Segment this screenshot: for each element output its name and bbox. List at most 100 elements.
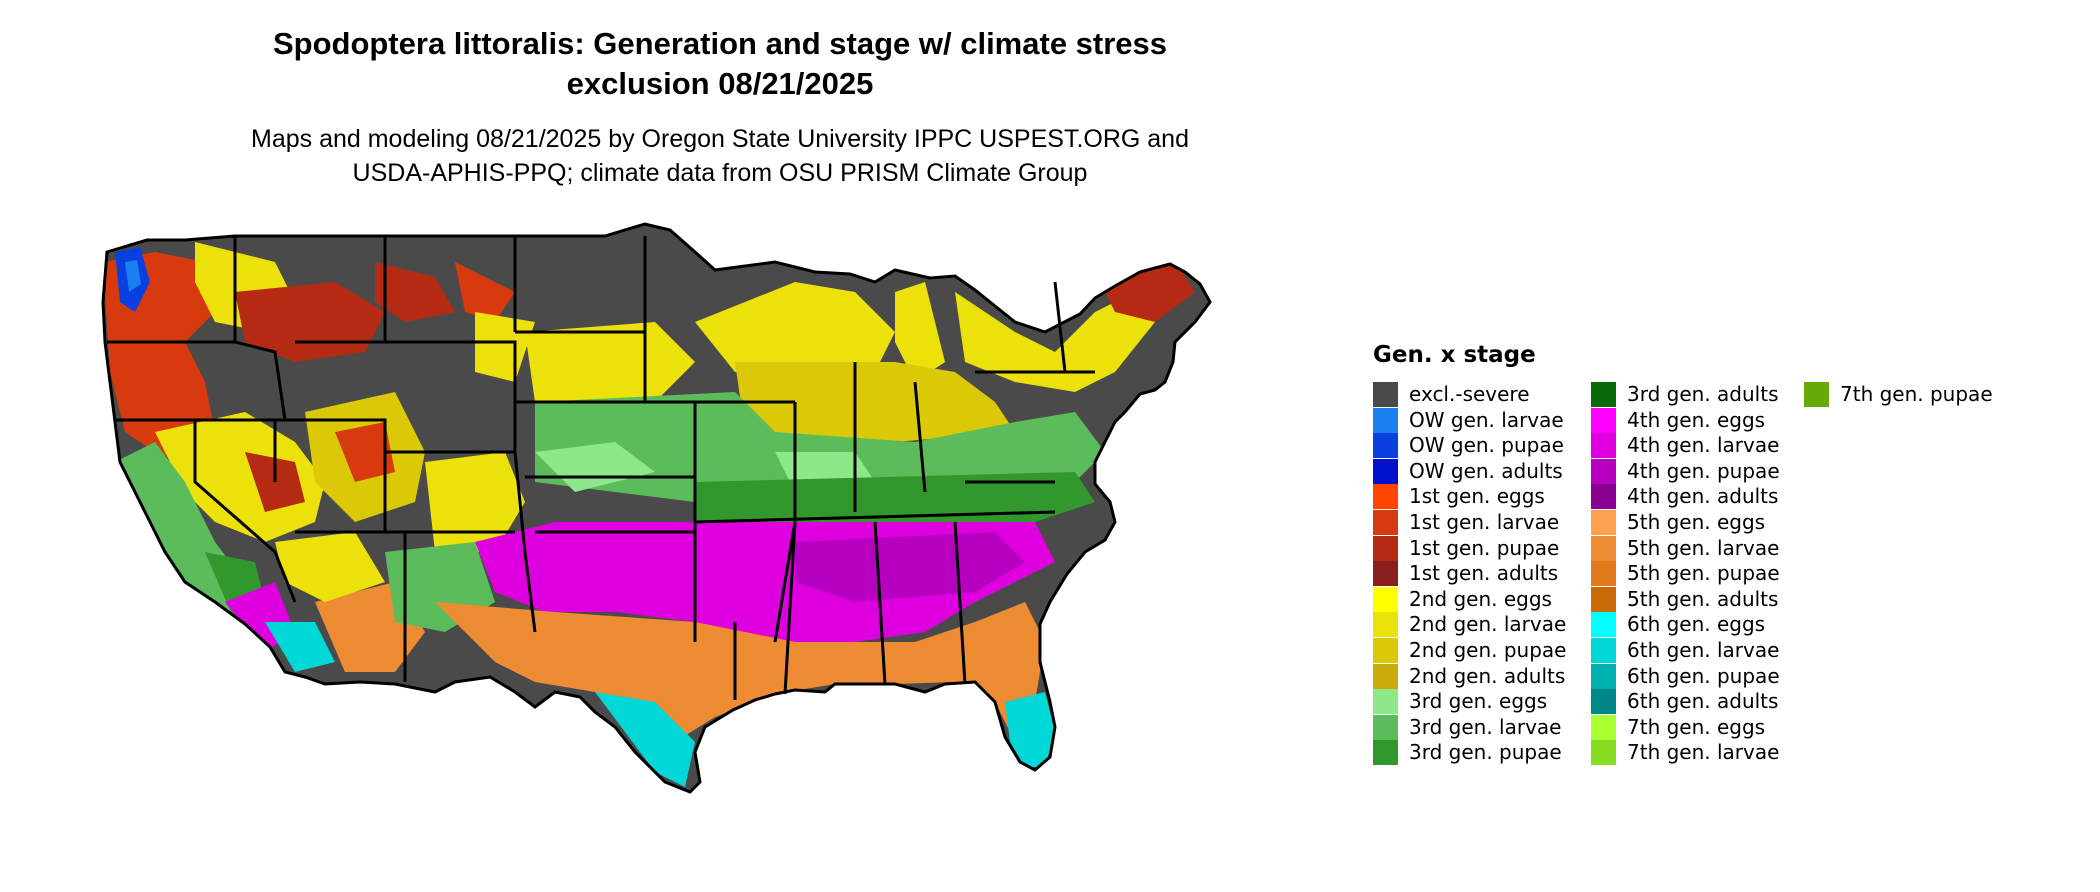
legend-swatch [1373, 638, 1398, 663]
map-subtitle: Maps and modeling 08/21/2025 by Oregon S… [0, 122, 1440, 190]
border-co-nm-tx [513, 451, 537, 633]
legend-label: 5th gen. adults [1627, 586, 1779, 611]
legend-label: 5th gen. eggs [1627, 510, 1766, 534]
legend-swatch [1373, 382, 1398, 407]
state-borders [101, 222, 1212, 794]
legend-swatch [1591, 612, 1616, 638]
legend-label: 5th gen. pupae [1627, 561, 1780, 586]
region-2nd-gen-larvae-co [425, 452, 525, 552]
legend-swatch [1591, 433, 1616, 459]
legend-swatch [1373, 484, 1398, 510]
legend-label: 1st gen. adults [1409, 561, 1559, 586]
subtitle-line-2: USDA-APHIS-PPQ; climate data from OSU PR… [352, 159, 1088, 187]
legend-label: 1st gen. eggs [1409, 484, 1545, 509]
border-tn [694, 510, 1056, 524]
region-ow-gen-larvae [125, 260, 141, 292]
border-sd [515, 330, 647, 404]
legend-swatch [1591, 407, 1616, 433]
legend-swatch [1591, 740, 1616, 766]
legend-label: 4th gen. eggs [1627, 407, 1766, 432]
legend-label: 6th gen. adults [1627, 689, 1779, 714]
legend-swatch [1373, 510, 1398, 535]
region-1st-gen-larvae-ut [335, 422, 395, 482]
legend-swatch [1591, 663, 1616, 689]
title-line-1: Spodoptera littoralis: Generation and st… [272, 26, 1168, 61]
region-3rd-gen-larvae-ca [115, 442, 245, 622]
legend-label: 7th gen. pupae [1840, 382, 1993, 406]
legend-swatch [1373, 535, 1398, 561]
border-ca-nv [193, 420, 297, 603]
title-line-2: exclusion 08/21/2025 [566, 66, 874, 101]
legend-label: 7th gen. larvae [1627, 740, 1780, 765]
legend-label: OW gen. adults [1409, 458, 1563, 483]
legend-swatch [1591, 458, 1616, 484]
border-ms [783, 521, 797, 695]
legend-swatch [1373, 663, 1398, 689]
legend-swatch [1373, 612, 1398, 638]
legend-label: 3rd gen. pupae [1409, 740, 1562, 765]
border-id [233, 236, 287, 421]
legend-label: OW gen. larvae [1409, 407, 1564, 432]
region-1st-gen-larvae-mt [455, 262, 515, 322]
legend-label: 3rd gen. eggs [1409, 689, 1548, 714]
legend-label: excl.-severe [1409, 382, 1530, 406]
region-2nd-gen-larvae-az [275, 532, 385, 602]
legend-swatch [1591, 535, 1616, 561]
legend-swatch [1373, 433, 1398, 459]
stage-regions [103, 224, 1210, 792]
border-vt-nh [1053, 281, 1067, 373]
legend-title: Gen. x stage [1373, 342, 1536, 368]
us-map [95, 222, 1340, 892]
legend-label: 4th gen. pupae [1627, 458, 1780, 483]
border-wy [385, 340, 517, 454]
legend-swatch [1373, 740, 1398, 766]
legend-label: 2nd gen. larvae [1409, 612, 1567, 637]
region-3rd-gen-eggs-ks [535, 442, 655, 492]
legend-swatch [1373, 561, 1398, 587]
map-title: Spodoptera littoralis: Generation and st… [0, 24, 1440, 104]
legend-label: 3rd gen. larvae [1409, 714, 1562, 739]
border-oh [913, 381, 927, 493]
legend-swatch [1373, 407, 1398, 433]
region-2nd-gen-larvae-mi [895, 282, 945, 382]
us-outline [101, 222, 1212, 794]
legend-label: 4th gen. larvae [1627, 433, 1780, 458]
region-5th-gen-larvae-gulf [435, 602, 1045, 742]
legend-swatch [1591, 561, 1616, 587]
region-2nd-gen-larvae-ne [955, 292, 1155, 392]
region-2nd-gen-larvae-sd [525, 322, 695, 402]
legend-swatch [1373, 586, 1398, 612]
region-2nd-gen-larvae-gb [155, 412, 325, 542]
legend-swatch [1373, 714, 1398, 740]
border-al [873, 521, 887, 685]
region-2nd-gen-pupae-mw [735, 362, 1015, 442]
region-6th-gen-larvae-fl [1005, 692, 1055, 767]
legend-label: OW gen. pupae [1409, 433, 1564, 458]
legend-label: 6th gen. eggs [1627, 612, 1766, 637]
region-6th-gen-larvae-tx [595, 692, 695, 787]
subtitle-line-1: Maps and modeling 08/21/2025 by Oregon S… [251, 125, 1189, 153]
legend-swatch [1591, 689, 1616, 715]
legend-label: 2nd gen. pupae [1409, 638, 1567, 662]
region-6th-gen-larvae-az [265, 622, 335, 672]
legend-label: 3rd gen. adults [1627, 382, 1779, 406]
region-3rd-gen-larvae-central [535, 392, 1105, 502]
legend-label: 1st gen. pupae [1409, 535, 1560, 560]
legend-label: 6th gen. pupae [1627, 663, 1780, 688]
legend-swatch [1591, 714, 1616, 740]
legend-swatch [1591, 382, 1616, 407]
region-4th-gen-pupae-se [795, 532, 1025, 602]
legend-swatch [1591, 586, 1616, 612]
legend-swatch [1591, 484, 1616, 510]
us-map-svg [101, 222, 1212, 794]
legend-label: 4th gen. adults [1627, 484, 1779, 509]
legend-label: 2nd gen. eggs [1409, 586, 1552, 611]
legend-label: 7th gen. eggs [1627, 714, 1766, 739]
legend-swatch [1591, 638, 1616, 663]
legend-label: 6th gen. larvae [1627, 638, 1780, 662]
border-mt-id [295, 236, 387, 344]
region-1st-gen-pupae-mt [375, 262, 455, 322]
legend-swatch [1373, 458, 1398, 484]
legend-swatch [1373, 689, 1398, 715]
legend-swatch [1804, 382, 1829, 407]
